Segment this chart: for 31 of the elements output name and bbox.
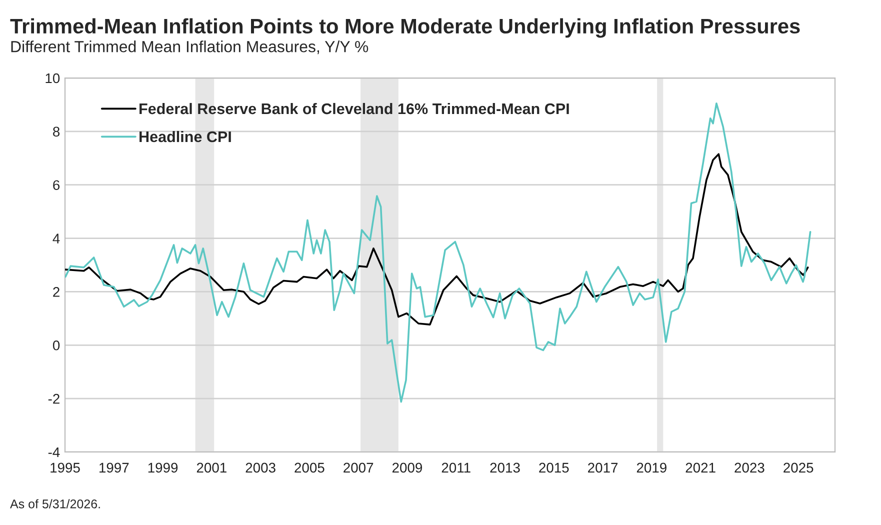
chart-title: Trimmed-Mean Inflation Points to More Moderate Underlying Inflation Pressures [10, 18, 800, 38]
x-tick-label: 2003 [246, 462, 276, 473]
x-tick-label: 1999 [148, 462, 178, 473]
x-tick-label: 2017 [588, 462, 618, 473]
y-tick-label: 2 [53, 287, 60, 297]
x-tick-label: 2011 [442, 462, 470, 473]
x-tick-label: 2013 [490, 462, 520, 473]
text: As of 5/31/2026. [10, 499, 100, 508]
y-tick-label: 4 [52, 234, 60, 244]
x-tick-label: 2023 [734, 462, 764, 473]
x-tick-label: 2007 [344, 462, 374, 473]
x-tick-label: 2015 [539, 462, 569, 473]
x-tick-label: 2001 [196, 462, 226, 473]
y-tick-label: 0 [52, 340, 60, 350]
line-series [65, 153, 809, 326]
legend-label: Headline CPI [140, 130, 231, 142]
y-tick-label: -2 [48, 394, 60, 404]
x-tick-label: 2019 [636, 462, 666, 473]
x-tick-label: 2009 [392, 462, 422, 473]
y-tick-label: 10 [46, 73, 60, 84]
x-tick-label: 2021 [686, 462, 716, 473]
legend-label: Federal Reserve Bank of Cleveland 16% Trimmed-Mean CPI [140, 102, 569, 114]
line-series [65, 102, 812, 403]
x-tick-label: 1997 [100, 462, 129, 473]
chart-subtitle: Different Trimmed Mean Inflation Measures, Y/Y % [11, 40, 368, 54]
x-tick-label: 2005 [294, 462, 324, 473]
x-tick-label: 2025 [784, 462, 814, 473]
y-tick-label: 8 [53, 126, 60, 137]
y-tick-label: 6 [53, 180, 60, 190]
x-tick-label: 1995 [50, 462, 80, 473]
y-tick-label: -4 [48, 447, 60, 458]
